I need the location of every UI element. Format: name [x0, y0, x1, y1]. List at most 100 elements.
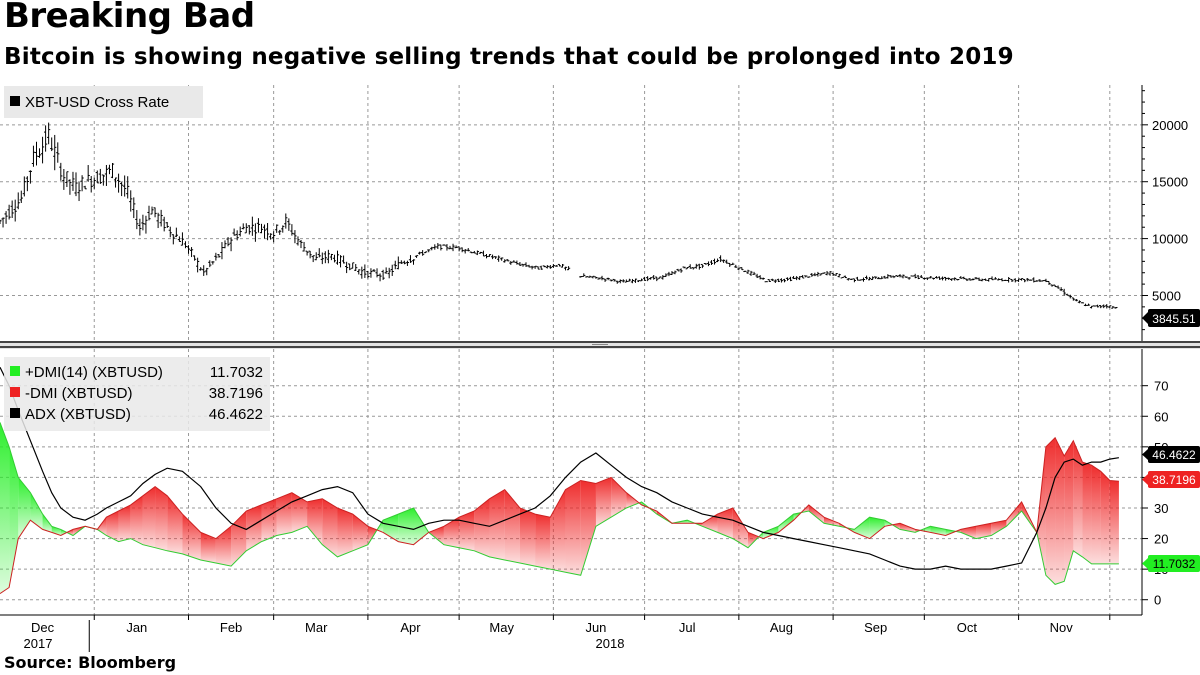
minus-dmi-fill [307, 498, 323, 545]
minus-dmi-fill [106, 511, 119, 542]
plus-dmi-line [0, 422, 1119, 585]
y-tick-label: 20000 [1152, 118, 1188, 133]
minus-dmi-fill [519, 507, 536, 567]
minus-dmi-fill [1055, 437, 1065, 585]
y-tick-label: 60 [1154, 409, 1168, 424]
plus-dmi-fill [869, 517, 885, 539]
minus-dmi-fill [976, 523, 992, 539]
chart-subtitle: Bitcoin is showing negative selling tren… [4, 44, 1014, 70]
legend-label-price: XBT-USD Cross Rate [25, 94, 169, 111]
minus-dmi-fill [443, 517, 460, 548]
price-last-value-tag: 3845.51 [1142, 309, 1200, 327]
dmi-y-ticks: 010203040506070 [1142, 379, 1168, 608]
plus-dmi-fill [9, 446, 19, 588]
y-tick-label: 20 [1154, 532, 1168, 547]
y-tick-label: 30 [1154, 501, 1168, 516]
x-tick-label: Sep [864, 620, 887, 635]
price-legend: XBT-USD Cross Rate [4, 86, 203, 118]
x-tick-label: Oct [957, 620, 978, 635]
minus-dmi-fill [747, 532, 759, 548]
minus-dmi-line [0, 436, 1119, 595]
minus-dmi-fill [182, 514, 201, 560]
dmi-legend: +DMI(14) (XBTUSD) 11.7032 -DMI (XBTUSD) … [4, 357, 270, 431]
minus-dmi-fill [808, 504, 824, 524]
minus-dmi-fill [580, 480, 596, 576]
legend-label-plus-dmi: +DMI(14) (XBTUSD) [25, 364, 163, 381]
minus-dmi-fill [261, 498, 277, 542]
minus-dmi-fill [611, 477, 627, 518]
minus-dmi-fill [155, 486, 168, 551]
last-price-label: 3845.51 [1152, 312, 1196, 326]
minus-dmi-fill [200, 532, 216, 564]
minus-dmi-fill [337, 507, 353, 557]
minus-dmi-fill [1091, 465, 1101, 564]
minus-dmi-fill [215, 526, 232, 567]
legend-swatch-plus-dmi [10, 366, 20, 376]
x-tick-label: Aug [770, 620, 793, 635]
legend-value-minus-dmi: 38.7196 [209, 385, 263, 402]
adx-value-tag: 46.4622 [1142, 446, 1200, 463]
x-tick-label: Jan [126, 620, 147, 635]
y-tick-label: 10000 [1152, 232, 1188, 247]
plus-dmi-fill [42, 514, 52, 533]
minus-dmi-fill [489, 489, 505, 560]
minus-dmi-fill [276, 492, 292, 536]
x-tick-label: Apr [400, 620, 421, 635]
legend-swatch-adx [10, 408, 20, 418]
minus-dmi-fill [291, 492, 308, 533]
y-tick-label: 5000 [1152, 288, 1181, 303]
x-tick-label: May [489, 620, 514, 635]
x-axis-labels: Dec Jan Feb Mar Apr May Jun Jul Aug Sep Oct Nov 2017… [24, 615, 1111, 652]
plus-dmi-fill [18, 477, 31, 539]
minus-dmi-fill [1109, 480, 1119, 564]
adx-line [0, 367, 1119, 570]
minus-dmi-fill [960, 526, 977, 539]
x-year-label: 2018 [596, 636, 625, 651]
minus-dmi-fill [702, 514, 718, 533]
adx-tag-label: 46.4622 [1152, 448, 1196, 462]
plus-dmi-fill [398, 507, 414, 545]
minus-dmi-tag-label: 38.7196 [1152, 473, 1196, 487]
minus-dmi-fill [550, 489, 566, 573]
minus-dmi-fill [900, 523, 916, 533]
minus-dmi-fill [717, 507, 733, 539]
price-y-ticks: 5000 10000 15000 20000 [1142, 90, 1188, 331]
x-tick-label: Jul [679, 620, 696, 635]
plus-dmi-fill [763, 526, 779, 539]
y-tick-label: 0 [1154, 593, 1161, 608]
legend-value-plus-dmi: 11.7032 [210, 364, 263, 381]
minus-dmi-fill [1064, 440, 1074, 582]
legend-swatch-minus-dmi [10, 387, 20, 397]
x-tick-label: Nov [1050, 620, 1074, 635]
dmi-series [0, 367, 1119, 595]
legend-value-adx: 46.4622 [209, 406, 263, 423]
minus-dmi-fill [322, 498, 338, 557]
y-tick-label: 15000 [1152, 175, 1188, 190]
minus-dmi-fill [1045, 437, 1056, 585]
minus-dmi-fill [118, 504, 131, 542]
plus-dmi-fill [854, 517, 870, 539]
plus-dmi-fill [0, 422, 10, 594]
x-tick-label: Jun [585, 620, 606, 635]
legend-label-minus-dmi: -DMI (XBTUSD) [25, 385, 133, 402]
minus-dmi-fill [504, 489, 520, 564]
minus-dmi-fill [595, 477, 612, 527]
minus-dmi-fill [142, 486, 156, 548]
minus-dmi-value-tag: 38.7196 [1142, 471, 1200, 488]
plus-dmi-fill [60, 529, 67, 536]
x-tick-label: Feb [220, 620, 242, 635]
legend-swatch-price [10, 96, 20, 106]
minus-dmi-fill [565, 480, 581, 576]
minus-dmi-fill [1100, 471, 1110, 564]
x-year-label: 2017 [24, 636, 53, 651]
source-note: Source: Bloomberg [4, 653, 177, 672]
minus-dmi-fill [732, 507, 748, 548]
minus-dmi-fill [474, 498, 490, 557]
minus-dmi-fill [459, 511, 475, 551]
plus-dmi-value-tag: 11.7032 [1142, 555, 1200, 572]
minus-dmi-fill [66, 529, 73, 536]
y-tick-label: 70 [1154, 379, 1168, 394]
plus-dmi-fill [778, 514, 794, 533]
price-series [0, 122, 1118, 309]
